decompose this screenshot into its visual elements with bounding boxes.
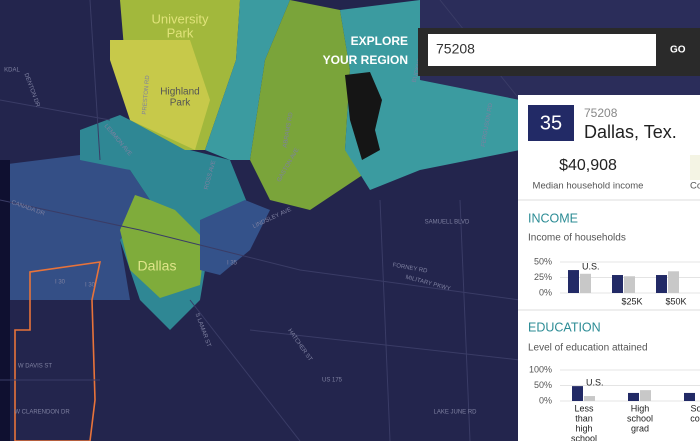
street-label: W CLARENDON DR <box>14 410 70 416</box>
street-label: KDAL <box>4 68 20 74</box>
x-tick-label: $50K <box>665 296 686 306</box>
stat-value: $40,908 <box>559 157 617 174</box>
search-input-text[interactable]: 75208 <box>436 41 475 57</box>
y-tick-label: 25% <box>534 272 552 282</box>
bar <box>612 275 623 293</box>
zip: 75208 <box>584 106 618 120</box>
x-tick-label: than <box>575 413 593 423</box>
street-label: SAMUELL BLVD <box>425 220 470 226</box>
y-tick-label: 0% <box>539 395 552 405</box>
y-tick-label: 50% <box>534 256 552 266</box>
bar <box>568 270 579 293</box>
street-label: US 175 <box>322 378 343 384</box>
bar <box>624 276 635 293</box>
rank: 35 <box>540 112 562 134</box>
place-label: Park <box>167 25 194 40</box>
place-label: Dallas <box>138 258 177 274</box>
place-label: Highland <box>160 87 199 98</box>
search-input[interactable] <box>428 34 656 66</box>
section-subtitle: Level of education attained <box>528 343 648 354</box>
bar <box>656 275 667 293</box>
bar <box>628 392 639 401</box>
street-label: PRESTON RD <box>142 75 151 115</box>
roads <box>0 0 521 441</box>
y-tick-label: 0% <box>539 287 552 297</box>
bar <box>684 392 695 401</box>
y-tick-label: 100% <box>529 364 552 374</box>
city: Dallas, Tex. <box>584 122 677 142</box>
street-label: LAKE JUNE RD <box>433 410 477 416</box>
x-tick-label: high <box>575 423 592 433</box>
go-button[interactable] <box>656 34 700 66</box>
search-bar: EXPLORE YOUR REGION 75208 GO <box>323 28 700 76</box>
stat-label: Median household income <box>533 181 644 192</box>
go-button-label[interactable]: GO <box>670 45 686 56</box>
street-label: I 30 <box>85 283 96 289</box>
x-tick-label: school <box>571 433 597 441</box>
bar <box>584 396 595 401</box>
place-label: Park <box>170 98 192 109</box>
y-tick-label: 50% <box>534 380 552 390</box>
bar <box>668 271 679 293</box>
x-tick-label: grad <box>631 423 649 433</box>
x-tick-label: col <box>690 413 700 423</box>
rank-box <box>528 105 574 141</box>
place-label: University <box>151 11 209 26</box>
x-tick-label: $25K <box>621 296 642 306</box>
stat-label: Co <box>690 181 700 192</box>
panel-background <box>518 95 700 441</box>
street-label: I 35 <box>227 261 238 267</box>
street-label: W DAVIS ST <box>18 364 53 370</box>
stat-highlight <box>690 155 700 180</box>
legend-label: U.S. <box>586 377 604 387</box>
bar <box>572 386 583 401</box>
section-title: INCOME <box>528 211 578 225</box>
bar <box>580 273 591 293</box>
section-subtitle: Income of households <box>528 233 626 244</box>
x-tick-label: school <box>627 413 653 423</box>
prompt-line: YOUR REGION <box>323 53 408 67</box>
prompt-line: EXPLORE <box>351 34 408 48</box>
bar <box>640 390 651 401</box>
x-tick-label: High <box>631 403 650 413</box>
x-tick-label: So <box>690 403 700 413</box>
section-title: EDUCATION <box>528 320 601 334</box>
legend-label: U.S. <box>582 261 600 271</box>
x-tick-label: Less <box>574 403 594 413</box>
street-label: I 30 <box>55 280 66 286</box>
info-panel: 35 75208 Dallas, Tex. $40,908 Median hou… <box>518 95 700 441</box>
